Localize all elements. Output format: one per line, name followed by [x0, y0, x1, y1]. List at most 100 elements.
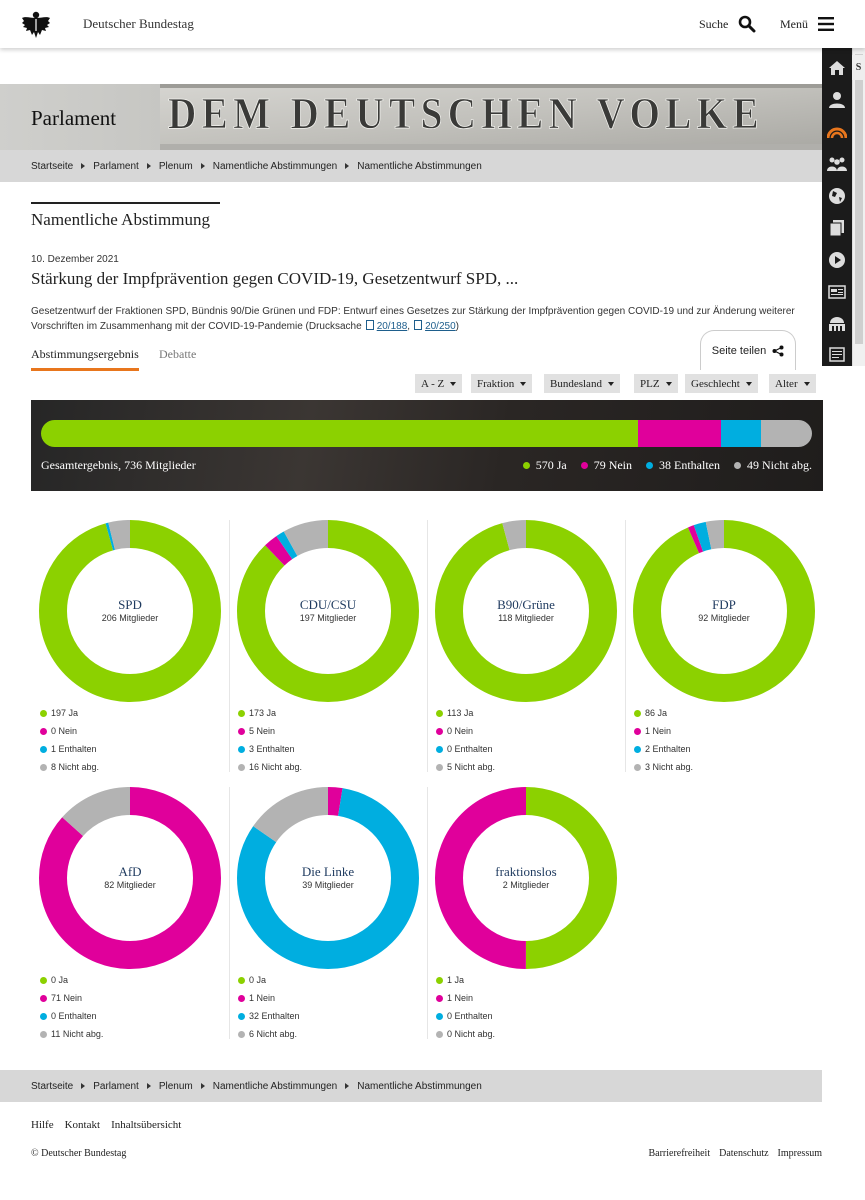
- party-card-afd[interactable]: AfD 82 Mitglieder 0 Ja 71 Nein 0 Enthalten 11…: [31, 787, 229, 1049]
- play-icon[interactable]: [825, 248, 849, 272]
- scroll-thumb[interactable]: [855, 54, 863, 344]
- footer-link-impressum[interactable]: Impressum: [777, 1148, 822, 1159]
- legend-dot-nicht: [238, 1030, 245, 1038]
- party-name: B90/Grüne: [497, 597, 555, 612]
- breadcrumb-link-startseite[interactable]: Startseite: [31, 1080, 74, 1092]
- stat-enthalten: 0 Enthalten: [436, 1007, 495, 1025]
- footer-link-barrierefreiheit[interactable]: Barrierefreiheit: [648, 1148, 711, 1159]
- party-card-die-linke[interactable]: Die Linke 39 Mitglieder 0 Ja 1 Nein 32 Entha…: [229, 787, 427, 1049]
- party-card-fdp[interactable]: FDP 92 Mitglieder 86 Ja 1 Nein 2 Enthalten 3 …: [625, 520, 823, 782]
- party-card-cdu-csu[interactable]: CDU/CSU 197 Mitglieder 173 Ja 5 Nein 3 Entha…: [229, 520, 427, 782]
- card-divider: [427, 787, 428, 1039]
- overall-bar-segment-nein: [638, 420, 721, 447]
- stat-nicht: 6 Nicht abg.: [238, 1025, 300, 1043]
- breadcrumb-link-abstimmungen[interactable]: Namentliche Abstimmungen: [212, 160, 338, 172]
- breadcrumb-separator-icon: [200, 1083, 205, 1089]
- building-icon[interactable]: [825, 312, 849, 336]
- plenary-icon[interactable]: [825, 120, 849, 144]
- party-members: 118 Mitglieder: [498, 613, 554, 623]
- stat-nein-label: 0 Nein: [51, 726, 78, 736]
- documents-icon[interactable]: [825, 216, 849, 240]
- footer-link-datenschutz[interactable]: Datenschutz: [719, 1148, 769, 1159]
- legend-nicht: 49 Nicht abg.: [734, 458, 812, 473]
- stat-enthalten: 2 Enthalten: [634, 740, 693, 758]
- filter-geschlecht[interactable]: Geschlecht: [685, 374, 758, 393]
- party-card-fraktionslos[interactable]: fraktionslos 2 Mitglieder 1 Ja 1 Nein 0 Enth…: [427, 787, 625, 1049]
- stat-enthalten-label: 3 Enthalten: [249, 744, 295, 754]
- filter-alter[interactable]: Alter: [769, 374, 816, 393]
- share-button[interactable]: Seite teilen: [700, 330, 796, 370]
- party-card-b90-gr-ne[interactable]: B90/Grüne 118 Mitglieder 113 Ja 0 Nein 0 Ent…: [427, 520, 625, 782]
- breadcrumb-separator-icon: [146, 163, 151, 169]
- breadcrumb-link-parlament[interactable]: Parlament: [93, 1080, 139, 1092]
- text-icon[interactable]: [825, 342, 849, 366]
- reichstag-inscription-image: DEM DEUTSCHEN VOLKE: [160, 84, 822, 150]
- legend-enthalten-label: 38 Enthalten: [659, 458, 720, 472]
- hamburger-icon: [818, 17, 834, 31]
- legend-dot-nicht: [634, 763, 641, 771]
- menu-label: Menü: [780, 16, 808, 31]
- tab-abstimmungsergebnis[interactable]: Abstimmungsergebnis: [31, 347, 139, 371]
- party-members: 2 Mitglieder: [502, 880, 550, 890]
- federal-eagle-logo[interactable]: [21, 9, 51, 39]
- donut-segment-nicht: [237, 520, 419, 702]
- breadcrumb: Startseite Parlament Plenum Namentliche …: [0, 150, 822, 182]
- menu-button[interactable]: Menü: [780, 13, 834, 35]
- card-divider: [229, 520, 230, 772]
- breadcrumb-link-startseite[interactable]: Startseite: [31, 160, 74, 172]
- tab-debatte[interactable]: Debatte: [159, 347, 197, 361]
- breadcrumb-link-parlament[interactable]: Parlament: [93, 160, 139, 172]
- party-stats: 173 Ja 5 Nein 3 Enthalten 16 Nicht abg.: [238, 704, 302, 776]
- breadcrumb-separator-icon: [81, 1083, 86, 1089]
- person-icon[interactable]: [825, 88, 849, 112]
- filter-fraktion[interactable]: Fraktion: [471, 374, 533, 393]
- document-icon: [365, 320, 374, 330]
- vote-description: Gesetzentwurf der Fraktionen SPD, Bündni…: [31, 304, 821, 334]
- filter-bundesland[interactable]: Bundesland: [544, 374, 620, 393]
- stat-nein: 1 Nein: [238, 989, 300, 1007]
- breadcrumb-link-abstimmungen[interactable]: Namentliche Abstimmungen: [212, 1080, 338, 1092]
- site-header: Deutscher Bundestag Suche Menü: [0, 0, 865, 48]
- group-icon[interactable]: [825, 152, 849, 176]
- drucksache-close: ): [455, 321, 459, 332]
- stat-nicht-label: 0 Nicht abg.: [447, 1029, 496, 1039]
- party-donut-chart: [39, 787, 221, 969]
- party-card-spd[interactable]: SPD 206 Mitglieder 197 Ja 0 Nein 1 Enthalten…: [31, 520, 229, 782]
- breadcrumb-link-plenum[interactable]: Plenum: [158, 1080, 193, 1092]
- filter-plz[interactable]: PLZ: [634, 374, 678, 393]
- stat-nein: 0 Nein: [436, 722, 495, 740]
- legend-dot-ja: [40, 976, 47, 984]
- stat-enthalten-label: 0 Enthalten: [51, 1011, 97, 1021]
- home-icon[interactable]: [825, 56, 849, 80]
- page-banner: DEM DEUTSCHEN VOLKE Parlament: [0, 84, 822, 150]
- filter-label: Geschlecht: [691, 377, 740, 390]
- search-button[interactable]: Suche: [699, 13, 756, 35]
- globe-icon[interactable]: [825, 184, 849, 208]
- party-stats: 197 Ja 0 Nein 1 Enthalten 8 Nicht abg.: [40, 704, 99, 776]
- legend-dot-enthalten: [238, 1012, 245, 1020]
- donut-segment-nicht: [39, 520, 221, 702]
- party-name: Die Linke: [301, 864, 355, 879]
- footer-link-inhaltsuebersicht[interactable]: Inhaltsübersicht: [111, 1119, 182, 1131]
- stat-enthalten: 1 Enthalten: [40, 740, 99, 758]
- section-title: Namentliche Abstimmung: [31, 210, 210, 229]
- donut-segment-nicht: [39, 787, 221, 969]
- side-scrollbar[interactable]: [852, 48, 865, 366]
- breadcrumb-current: Namentliche Abstimmungen: [357, 1080, 482, 1092]
- media-icon[interactable]: [825, 280, 849, 304]
- footer-link-kontakt[interactable]: Kontakt: [64, 1119, 101, 1131]
- site-name[interactable]: Deutscher Bundestag: [83, 16, 194, 31]
- drucksache-separator: ,: [407, 321, 411, 332]
- filter-az[interactable]: A - Z: [415, 374, 463, 393]
- filter-label: Alter: [775, 377, 798, 390]
- footer-link-hilfe[interactable]: Hilfe: [31, 1119, 54, 1131]
- legend-dot-nicht: [238, 763, 245, 771]
- legend-dot-ja: [238, 976, 245, 984]
- stat-ja: 86 Ja: [634, 704, 693, 722]
- drucksache-link-1[interactable]: 20/188: [376, 321, 408, 332]
- drucksache-link-2[interactable]: 20/250: [425, 321, 456, 332]
- filter-label: PLZ: [640, 377, 660, 390]
- breadcrumb-link-plenum[interactable]: Plenum: [158, 160, 193, 172]
- stat-nein-label: 5 Nein: [249, 726, 276, 736]
- filter-label: A - Z: [421, 377, 445, 390]
